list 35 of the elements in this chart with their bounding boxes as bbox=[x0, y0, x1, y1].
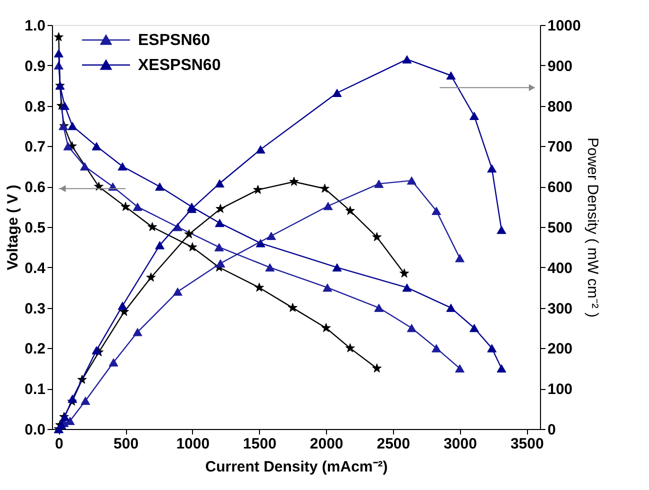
y2-tick-label: 1000 bbox=[548, 18, 581, 34]
x-tick-label: 1500 bbox=[243, 436, 276, 452]
x-tick-label: 1000 bbox=[176, 436, 210, 452]
y-tick-label: 0.8 bbox=[24, 98, 46, 116]
y2-tick-label: 800 bbox=[548, 98, 573, 116]
y2-tick-label: 900 bbox=[548, 58, 573, 75]
y2-axis-title: Power Density ( mW cm⁻² ) bbox=[584, 137, 601, 318]
y2-tick-label: 500 bbox=[548, 220, 573, 236]
y-tick-label: 0.7 bbox=[24, 138, 46, 156]
y2-tick-label: 100 bbox=[548, 381, 573, 398]
y-tick-label: 0.2 bbox=[24, 340, 46, 358]
y-tick-label: 0.9 bbox=[24, 58, 46, 75]
y-tick-label: 0.4 bbox=[24, 260, 46, 277]
y2-tick-label: 300 bbox=[548, 300, 573, 318]
y-tick-label: 1.0 bbox=[24, 18, 46, 34]
y2-tick-label: 0 bbox=[548, 422, 556, 438]
y2-tick-label: 400 bbox=[548, 260, 573, 277]
legend-label: ESPSN60 bbox=[138, 32, 210, 49]
x-tick-label: 2000 bbox=[310, 436, 344, 452]
y-tick-label: 0.6 bbox=[24, 179, 46, 196]
y-tick-label: 0.5 bbox=[24, 220, 46, 236]
x-tick-label: 3500 bbox=[510, 436, 544, 452]
y2-tick-label: 600 bbox=[548, 179, 573, 196]
y2-tick-label: 700 bbox=[548, 138, 573, 156]
y-tick-label: 0.3 bbox=[24, 300, 46, 318]
legend-label: XESPSN60 bbox=[138, 57, 221, 74]
y-tick-label: 0.0 bbox=[24, 422, 46, 438]
x-axis-title: Current Density (mAcm⁻²) bbox=[205, 458, 388, 476]
y-axis-title: Voltage ( V ) bbox=[4, 184, 22, 270]
y-tick-label: 0.1 bbox=[24, 381, 46, 398]
x-tick-label: 2500 bbox=[376, 436, 410, 452]
y2-tick-label: 200 bbox=[548, 340, 573, 358]
x-tick-label: 0 bbox=[55, 436, 64, 452]
x-tick-label: 3000 bbox=[444, 436, 477, 452]
x-tick-label: 500 bbox=[114, 436, 139, 452]
